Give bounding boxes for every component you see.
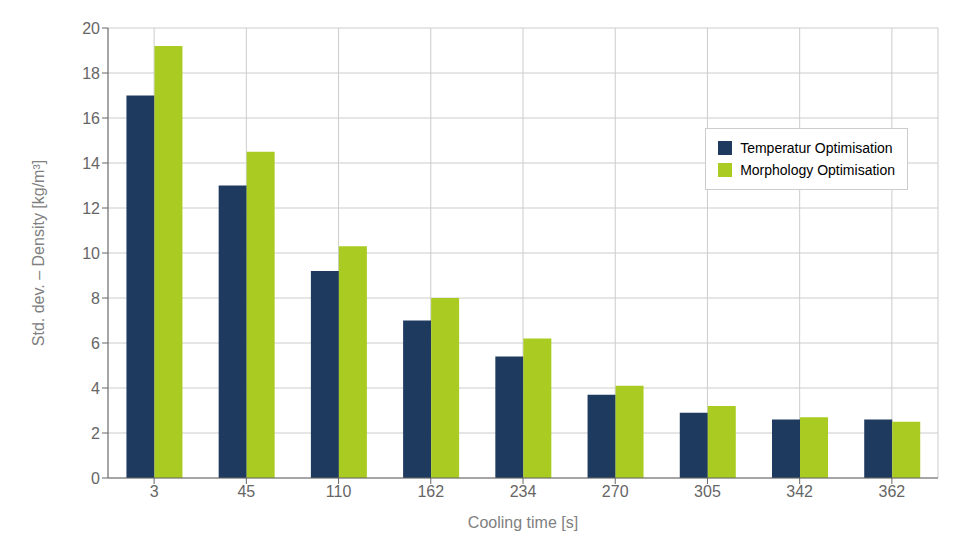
svg-text:20: 20 [82,20,100,37]
svg-text:10: 10 [82,245,100,262]
svg-text:12: 12 [82,200,100,217]
svg-text:234: 234 [510,483,537,500]
svg-text:362: 362 [879,483,906,500]
svg-text:3: 3 [150,483,159,500]
svg-text:14: 14 [82,155,100,172]
svg-text:270: 270 [602,483,629,500]
svg-text:6: 6 [91,335,100,352]
svg-text:162: 162 [417,483,444,500]
html-text:Morphology Optimisation: Morphology Optimisation [740,162,895,178]
svg-text:0: 0 [91,470,100,487]
svg-text:342: 342 [786,483,813,500]
svg-text:305: 305 [694,483,721,500]
svg-text:4: 4 [91,380,100,397]
svg-text:Cooling time [s]: Cooling time [s] [468,514,578,531]
svg-text:8: 8 [91,290,100,307]
html-text:Temperatur Optimisation: Temperatur Optimisation [740,140,893,156]
svg-text:45: 45 [237,483,255,500]
svg-text:16: 16 [82,110,100,127]
svg-text:2: 2 [91,425,100,442]
svg-text:Std. dev. – Density [kg/m³]: Std. dev. – Density [kg/m³] [30,160,47,346]
svg-text:110: 110 [326,483,352,500]
svg-text:18: 18 [82,65,100,82]
